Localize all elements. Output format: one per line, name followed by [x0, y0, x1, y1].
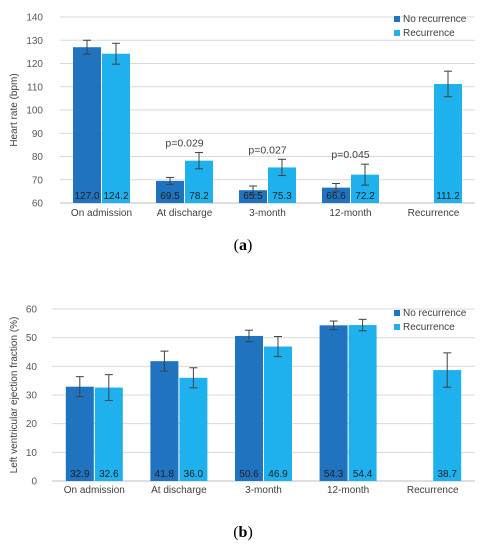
- legend-swatch: [394, 30, 400, 36]
- data-label: 75.3: [272, 191, 292, 202]
- panel-label-letter: a: [239, 237, 247, 254]
- legend-swatch: [394, 310, 400, 316]
- legend-label: No recurrence: [403, 308, 467, 319]
- x-category-label: 3-month: [245, 485, 282, 496]
- y-tick-label: 120: [26, 59, 43, 70]
- legend-label: No recurrence: [403, 14, 467, 25]
- y-tick-label: 70: [32, 175, 44, 186]
- bar-recurrence: [94, 387, 123, 481]
- y-tick-label: 40: [26, 362, 38, 373]
- y-tick-label: 60: [32, 199, 44, 210]
- y-tick-label: 10: [26, 448, 38, 459]
- y-tick-label: 110: [27, 82, 43, 93]
- legend-label: Recurrence: [403, 322, 455, 333]
- p-value-annotation: p=0.029: [165, 138, 203, 150]
- x-category-label: Recurrence: [408, 208, 460, 219]
- data-label: 50.6: [239, 469, 259, 480]
- panel-label: (a): [234, 237, 253, 254]
- x-category-label: 12-month: [329, 208, 371, 219]
- panel-label-letter: b: [239, 524, 248, 541]
- x-category-label: 12-month: [327, 485, 369, 496]
- data-label: 66.6: [326, 191, 346, 202]
- x-category-label: 3-month: [249, 208, 286, 219]
- y-tick-label: 60: [26, 305, 38, 316]
- data-label: 36.0: [184, 469, 204, 480]
- bar-recurrence: [348, 325, 377, 481]
- data-label: 41.8: [155, 469, 175, 480]
- bar-no-recurrence: [73, 47, 101, 203]
- bar-recurrence: [179, 377, 208, 481]
- bar-recurrence: [102, 53, 130, 203]
- y-axis-title: Heart rate (bpm): [9, 73, 20, 146]
- bar-no-recurrence: [319, 325, 348, 481]
- data-label: 127.0: [74, 191, 99, 202]
- bar-recurrence: [434, 83, 462, 203]
- panel-label-paren: (: [234, 237, 239, 254]
- y-tick-label: 100: [26, 106, 43, 117]
- panel-label: (b): [233, 524, 253, 541]
- y-tick-label: 0: [31, 477, 37, 488]
- chart-panel-b: 0 10 20 30 40 50 60 Left ventricular ejection f…: [9, 305, 475, 541]
- bar-no-recurrence: [65, 386, 94, 481]
- data-label: 32.6: [99, 469, 119, 480]
- x-category-label: On admission: [71, 208, 132, 219]
- bar-recurrence: [433, 370, 462, 481]
- data-label: 124.2: [103, 191, 128, 202]
- x-category-label: On admission: [64, 485, 125, 496]
- y-axis-title: Left ventricular ejection fraction (%): [9, 317, 20, 474]
- data-label: 32.9: [70, 469, 90, 480]
- panel-label-paren: ): [247, 524, 252, 541]
- data-label: 54.4: [353, 469, 373, 480]
- x-category-label: At discharge: [157, 208, 213, 219]
- bar-no-recurrence: [150, 361, 179, 481]
- bar-no-recurrence: [156, 180, 184, 203]
- panel-label-paren: ): [247, 237, 252, 254]
- data-label: 69.5: [160, 191, 180, 202]
- bar-no-recurrence: [322, 187, 350, 203]
- x-category-label: Recurrence: [407, 485, 459, 496]
- p-value-annotation: p=0.045: [331, 149, 369, 161]
- data-label: 65.5: [243, 191, 263, 202]
- bar-no-recurrence: [239, 190, 267, 203]
- data-label: 78.2: [189, 191, 209, 202]
- legend-swatch: [394, 16, 400, 22]
- legend-label: Recurrence: [403, 28, 455, 39]
- data-label: 38.7: [437, 469, 457, 480]
- y-tick-label: 140: [26, 13, 43, 24]
- y-tick-label: 80: [32, 152, 44, 163]
- bar-recurrence: [264, 346, 292, 481]
- legend-swatch: [394, 324, 400, 330]
- data-label: 72.2: [355, 191, 375, 202]
- y-tick-label: 50: [26, 333, 38, 344]
- chart-panel-a: 60 70 80 90 100 110 120 130 140 Heart rate (bpm) 1…: [9, 13, 475, 254]
- y-tick-label: 130: [26, 36, 43, 47]
- y-tick-label: 30: [26, 391, 38, 402]
- p-value-annotation: p=0.027: [248, 144, 286, 156]
- data-label: 54.3: [324, 469, 344, 480]
- data-label: 46.9: [268, 469, 288, 480]
- y-tick-label: 90: [32, 129, 44, 140]
- x-category-label: At discharge: [151, 485, 207, 496]
- y-tick-label: 20: [26, 419, 38, 430]
- bar-no-recurrence: [235, 335, 263, 481]
- data-label: 111.2: [436, 191, 460, 202]
- panel-label-paren: (: [233, 524, 238, 541]
